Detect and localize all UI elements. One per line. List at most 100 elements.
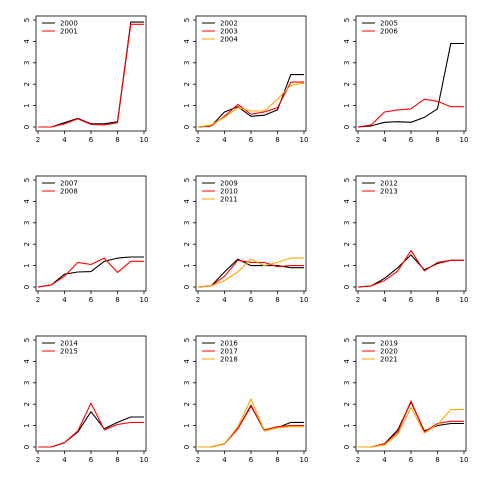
x-tick-label: 4: [62, 136, 67, 144]
y-tick-label: 4: [343, 359, 351, 364]
legend-label-2003: 2003: [220, 28, 238, 36]
x-axis: 2 4 6 8 10: [356, 131, 469, 144]
x-tick-label: 8: [115, 136, 119, 144]
series-line-2011: [197, 257, 304, 288]
y-tick-label: 0: [23, 445, 31, 449]
x-tick-label: 6: [249, 136, 254, 144]
y-tick-label: 4: [183, 39, 191, 44]
x-tick-label: 4: [62, 296, 67, 304]
series-line-2015: [38, 402, 144, 448]
y-tick-label: 0: [23, 125, 31, 129]
x-axis: 2 4 6 8 10: [196, 451, 309, 464]
x-axis: 2 4 6 8 10: [356, 291, 469, 304]
legend-label-2019: 2019: [380, 340, 398, 348]
y-tick-label: 2: [183, 402, 191, 406]
x-tick-label: 6: [89, 136, 94, 144]
y-tick-label: 2: [343, 82, 351, 86]
legend-label-2001: 2001: [60, 28, 78, 36]
legend-label-2011: 2011: [220, 196, 238, 204]
legend-label-2021: 2021: [380, 356, 398, 364]
y-axis: 0 1 2 3 4 5: [23, 178, 36, 289]
x-tick-label: 8: [435, 136, 439, 144]
y-tick-label: 5: [343, 338, 351, 342]
legend-label-2017: 2017: [220, 348, 238, 356]
x-tick-label: 4: [222, 296, 227, 304]
y-tick-label: 0: [183, 445, 191, 449]
y-axis: 0 1 2 3 4 5: [23, 18, 36, 129]
y-tick-label: 5: [23, 178, 31, 182]
y-tick-label: 3: [23, 221, 31, 225]
y-tick-label: 3: [23, 381, 31, 385]
y-tick-label: 0: [23, 285, 31, 289]
x-tick-label: 8: [115, 296, 119, 304]
x-tick-label: 8: [275, 136, 279, 144]
x-tick-label: 10: [300, 296, 309, 304]
x-tick-label: 2: [196, 456, 200, 464]
x-axis: 2 4 6 8 10: [36, 451, 148, 464]
series-line-2021: [358, 406, 464, 448]
series-line-2001: [38, 23, 144, 128]
legend-label-2014: 2014: [60, 340, 78, 348]
x-tick-label: 6: [409, 456, 414, 464]
y-tick-label: 4: [183, 199, 191, 204]
x-tick-label: 10: [460, 456, 469, 464]
y-tick-label: 1: [23, 103, 31, 107]
legend-label-2012: 2012: [380, 180, 398, 188]
x-tick-label: 4: [222, 136, 227, 144]
y-tick-label: 2: [343, 402, 351, 406]
x-tick-label: 2: [36, 456, 40, 464]
series-line-2004: [197, 82, 305, 128]
y-tick-label: 3: [343, 221, 351, 225]
y-tick-label: 5: [343, 178, 351, 182]
legend-label-2018: 2018: [220, 356, 238, 364]
y-tick-label: 3: [183, 381, 191, 385]
x-tick-label: 6: [409, 296, 414, 304]
legend-label-2015: 2015: [60, 348, 78, 356]
y-tick-label: 1: [183, 263, 191, 267]
y-axis: 0 1 2 3 4 5: [23, 338, 36, 449]
y-tick-label: 4: [183, 359, 191, 364]
y-tick-label: 4: [23, 199, 31, 204]
y-tick-label: 3: [23, 61, 31, 65]
x-tick-label: 8: [275, 296, 279, 304]
y-tick-label: 5: [183, 178, 191, 182]
y-tick-label: 2: [183, 82, 191, 86]
x-tick-label: 4: [222, 456, 227, 464]
y-tick-label: 2: [23, 402, 31, 406]
y-axis: 0 1 2 3 4 5: [343, 178, 356, 289]
legend-label-2000: 2000: [60, 20, 78, 28]
y-axis: 0 1 2 3 4 5: [183, 18, 196, 129]
y-tick-label: 4: [23, 359, 31, 364]
x-tick-label: 4: [62, 456, 67, 464]
series-line-2002: [197, 74, 304, 128]
x-tick-label: 10: [460, 296, 469, 304]
x-tick-label: 2: [356, 136, 360, 144]
x-tick-label: 6: [89, 296, 94, 304]
x-axis: 2 4 6 8 10: [356, 451, 469, 464]
y-tick-label: 1: [23, 423, 31, 427]
x-tick-label: 10: [300, 456, 309, 464]
y-tick-label: 1: [343, 423, 351, 427]
x-tick-label: 10: [460, 136, 469, 144]
y-tick-label: 2: [343, 242, 351, 246]
legend-label-2004: 2004: [220, 36, 238, 44]
y-tick-label: 0: [343, 285, 351, 289]
y-tick-label: 1: [343, 103, 351, 107]
x-axis: 2 4 6 8 10: [36, 291, 148, 304]
legend-label-2016: 2016: [220, 340, 238, 348]
y-tick-label: 3: [343, 61, 351, 65]
series-line-2013: [357, 250, 464, 288]
legend-label-2008: 2008: [60, 188, 78, 196]
x-tick-label: 6: [409, 136, 414, 144]
